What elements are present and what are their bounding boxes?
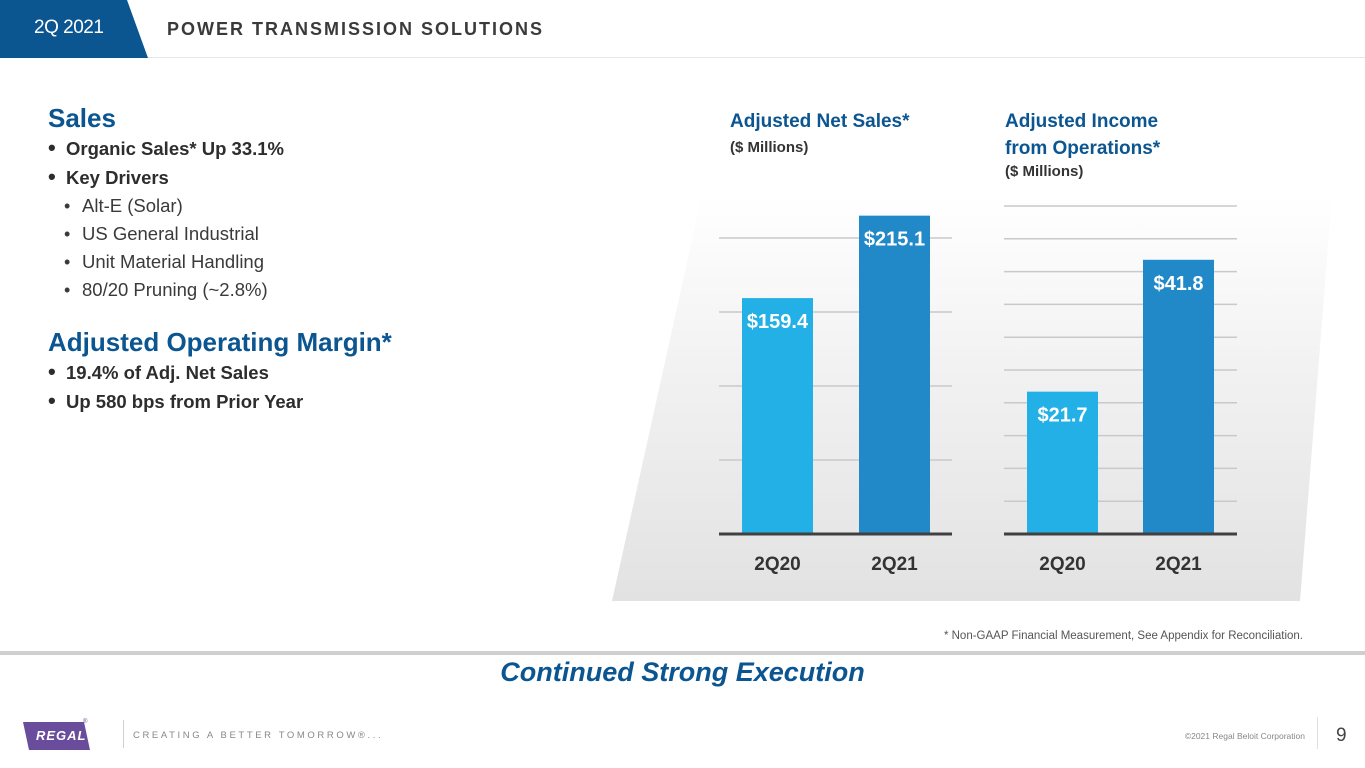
logo-text: REGAL <box>36 728 87 743</box>
quarter-label: 2Q 2021 <box>34 17 104 38</box>
net-sales-chart-title: Adjusted Net Sales* <box>730 111 910 132</box>
slogan: CREATING A BETTER TOMORROW®... <box>133 730 384 741</box>
net-sales-bar-2q20 <box>742 298 813 534</box>
income-chart-subtitle: ($ Millions) <box>1005 163 1084 180</box>
net-sales-category-label: 2Q20 <box>754 554 800 575</box>
income-data-label: $21.7 <box>1037 405 1087 427</box>
driver-item: US General Industrial <box>48 220 468 248</box>
margin-heading: Adjusted Operating Margin* <box>48 327 392 357</box>
margin-change-bullet: Up 580 bps from Prior Year <box>48 386 468 416</box>
income-bar-2q20 <box>1027 391 1098 534</box>
footer-separator <box>123 720 124 748</box>
net-sales-category-label: 2Q21 <box>871 554 918 575</box>
footnote: * Non-GAAP Financial Measurement, See Ap… <box>943 630 1303 642</box>
key-drivers-bullet: Key Drivers <box>48 162 468 192</box>
slide-title: POWER TRANSMISSION SOLUTIONS <box>167 19 545 39</box>
registered-mark: ® <box>83 719 88 725</box>
income-data-label: $41.8 <box>1153 273 1203 295</box>
income-chart-title-line1: Adjusted Income <box>1005 111 1159 132</box>
quarter-tab: 2Q 2021 <box>0 0 148 58</box>
income-bar-2q21 <box>1143 259 1214 534</box>
net-sales-chart-subtitle: ($ Millions) <box>730 139 809 156</box>
sales-bullets: Organic Sales* Up 33.1% Key Drivers Alt-… <box>48 133 468 304</box>
net-sales-data-label: $215.1 <box>864 229 925 251</box>
tagline: Continued Strong Execution <box>500 657 865 687</box>
margin-percent-bullet: 19.4% of Adj. Net Sales <box>48 357 468 387</box>
left-content: Sales Organic Sales* Up 33.1% Key Driver… <box>48 102 468 416</box>
driver-item: 80/20 Pruning (~2.8%) <box>48 276 468 304</box>
page-number: 9 <box>1336 725 1347 746</box>
divider <box>0 651 1365 655</box>
income-category-label: 2Q20 <box>1039 554 1085 575</box>
page-separator <box>1317 717 1318 749</box>
sales-heading: Sales <box>48 103 116 133</box>
organic-sales-bullet: Organic Sales* Up 33.1% <box>48 133 468 163</box>
net-sales-data-label: $159.4 <box>747 311 809 333</box>
income-chart-title: Adjusted Income from Operations* <box>1005 108 1160 162</box>
copyright: ©2021 Regal Beloit Corporation <box>1184 731 1305 741</box>
driver-item: Alt-E (Solar) <box>48 192 468 220</box>
driver-item: Unit Material Handling <box>48 248 468 276</box>
margin-bullets: 19.4% of Adj. Net Sales Up 580 bps from … <box>48 357 468 416</box>
net-sales-bar-2q21 <box>859 215 930 535</box>
slide-header: 2Q 2021 POWER TRANSMISSION SOLUTIONS <box>0 0 1365 58</box>
income-chart-title-line2: from Operations* <box>1005 138 1161 159</box>
income-category-label: 2Q21 <box>1155 554 1202 575</box>
regal-logo: REGAL <box>23 722 90 750</box>
